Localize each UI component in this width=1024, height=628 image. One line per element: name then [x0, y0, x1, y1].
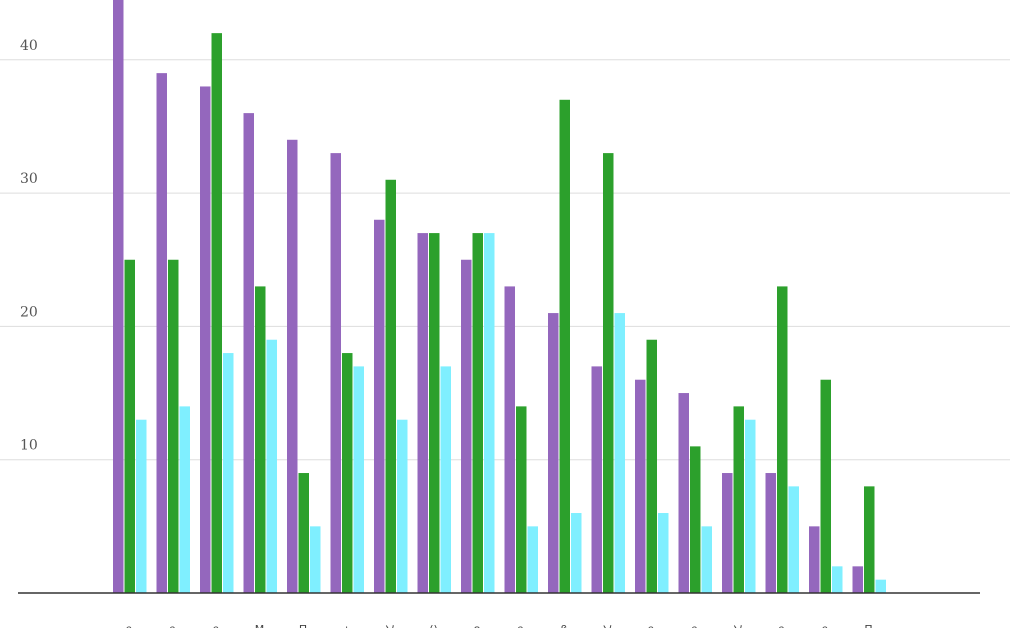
bar [733, 406, 744, 593]
bar [832, 566, 843, 593]
bar [330, 153, 341, 594]
bar [200, 86, 211, 594]
x-tick-label: ก [648, 623, 655, 628]
x-tick-label: ก [213, 623, 220, 628]
bar [136, 419, 147, 593]
bar [417, 233, 428, 593]
x-tick-label: ก [126, 623, 133, 628]
bar [591, 366, 602, 593]
bar [658, 513, 669, 593]
bar [385, 179, 396, 593]
x-tick-label: ソ [385, 623, 396, 628]
bar [156, 73, 167, 593]
bar [397, 419, 408, 593]
bar [548, 313, 559, 593]
bar [298, 473, 309, 593]
bar [504, 286, 515, 593]
bar [353, 366, 364, 593]
x-tick-label: ㅅ [341, 623, 351, 628]
bar [179, 406, 190, 593]
x-tick-label: ソ [733, 623, 744, 628]
bar [765, 473, 776, 593]
x-axis-ticks: ก ก ก M П ㅅ ソ () ค ก ß ソ ก ก ソ ก ก П [126, 623, 873, 628]
bar [852, 566, 863, 593]
y-tick-label: 30 [20, 171, 38, 187]
x-tick-label: ก [517, 623, 524, 628]
bar [342, 353, 353, 593]
x-tick-label: M [255, 623, 265, 628]
bar [516, 406, 527, 593]
bar [310, 526, 321, 593]
y-tick-label: 10 [20, 438, 38, 454]
bar [614, 313, 625, 593]
bar [809, 526, 820, 593]
bar [646, 339, 657, 593]
bar [266, 339, 277, 593]
bar [461, 259, 472, 593]
bar [287, 139, 298, 593]
bar [255, 286, 266, 593]
bar [243, 113, 254, 594]
bar [690, 446, 701, 593]
x-tick-label: П [864, 623, 872, 628]
bar [223, 353, 234, 593]
y-tick-label: 40 [20, 38, 38, 54]
bar [168, 259, 179, 593]
x-tick-label: ค [473, 623, 480, 628]
bar [440, 366, 451, 593]
bar [701, 526, 712, 593]
bar [875, 579, 886, 593]
bar [745, 419, 756, 593]
bar [484, 233, 495, 593]
x-tick-label: ก [169, 623, 176, 628]
x-tick-label: ß [561, 623, 568, 628]
x-tick-label: ก [778, 623, 785, 628]
bar [571, 513, 582, 593]
x-tick-label: () [429, 623, 438, 628]
bar [820, 379, 831, 593]
bar [472, 233, 483, 593]
bar [429, 233, 440, 593]
y-axis-ticks: 10 20 30 40 [20, 38, 38, 454]
bar [864, 486, 875, 593]
bar [527, 526, 538, 593]
bars [113, 0, 886, 594]
bar [603, 153, 614, 594]
bar [374, 219, 385, 593]
bar [124, 259, 135, 593]
y-tick-label: 20 [20, 304, 38, 320]
bar [678, 393, 689, 593]
bar [559, 99, 570, 593]
bar [211, 33, 222, 593]
bar [788, 486, 799, 593]
x-tick-label: П [299, 623, 307, 628]
x-tick-label: ก [822, 623, 829, 628]
bar [777, 286, 788, 593]
bar [635, 379, 646, 593]
x-tick-label: ソ [602, 623, 613, 628]
bar [113, 0, 124, 593]
x-tick-label: ก [691, 623, 698, 628]
bar [722, 473, 733, 593]
